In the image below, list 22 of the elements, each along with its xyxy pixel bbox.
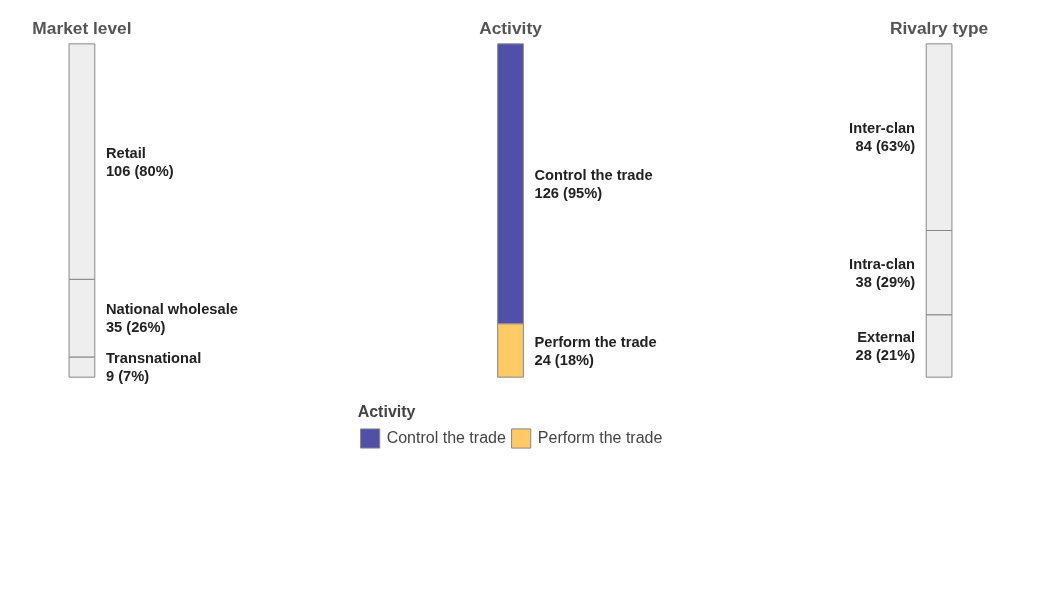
category-label: External [857,329,916,346]
category-label: Perform the trade [537,429,663,446]
data-label: 38 (29%) [855,273,916,290]
category-label: Inter-clan [849,120,916,137]
category-label: Perform the trade [534,333,657,350]
text: Market level [32,17,132,38]
legend-title: Activity [357,403,417,421]
text: Activity [479,17,543,38]
data-label: 106 (80%) [105,162,174,179]
data-label: 126 (95%) [534,184,603,201]
data-label: 24 (18%) [534,351,595,368]
category-label: Retail [105,144,146,161]
data-label: 28 (21%) [855,347,916,364]
data-label: 35 (26%) [105,319,166,336]
text: Rivalry type [889,17,989,38]
category-label: Intra-clan [849,255,916,272]
category-label: Transnational [105,350,202,367]
data-label: 9 (7%) [105,368,150,385]
category-label: Control the trade [534,166,653,183]
category-label: Control the trade [386,429,506,446]
data-label: 84 (63%) [855,138,916,155]
category-label: National wholesale [105,301,238,318]
